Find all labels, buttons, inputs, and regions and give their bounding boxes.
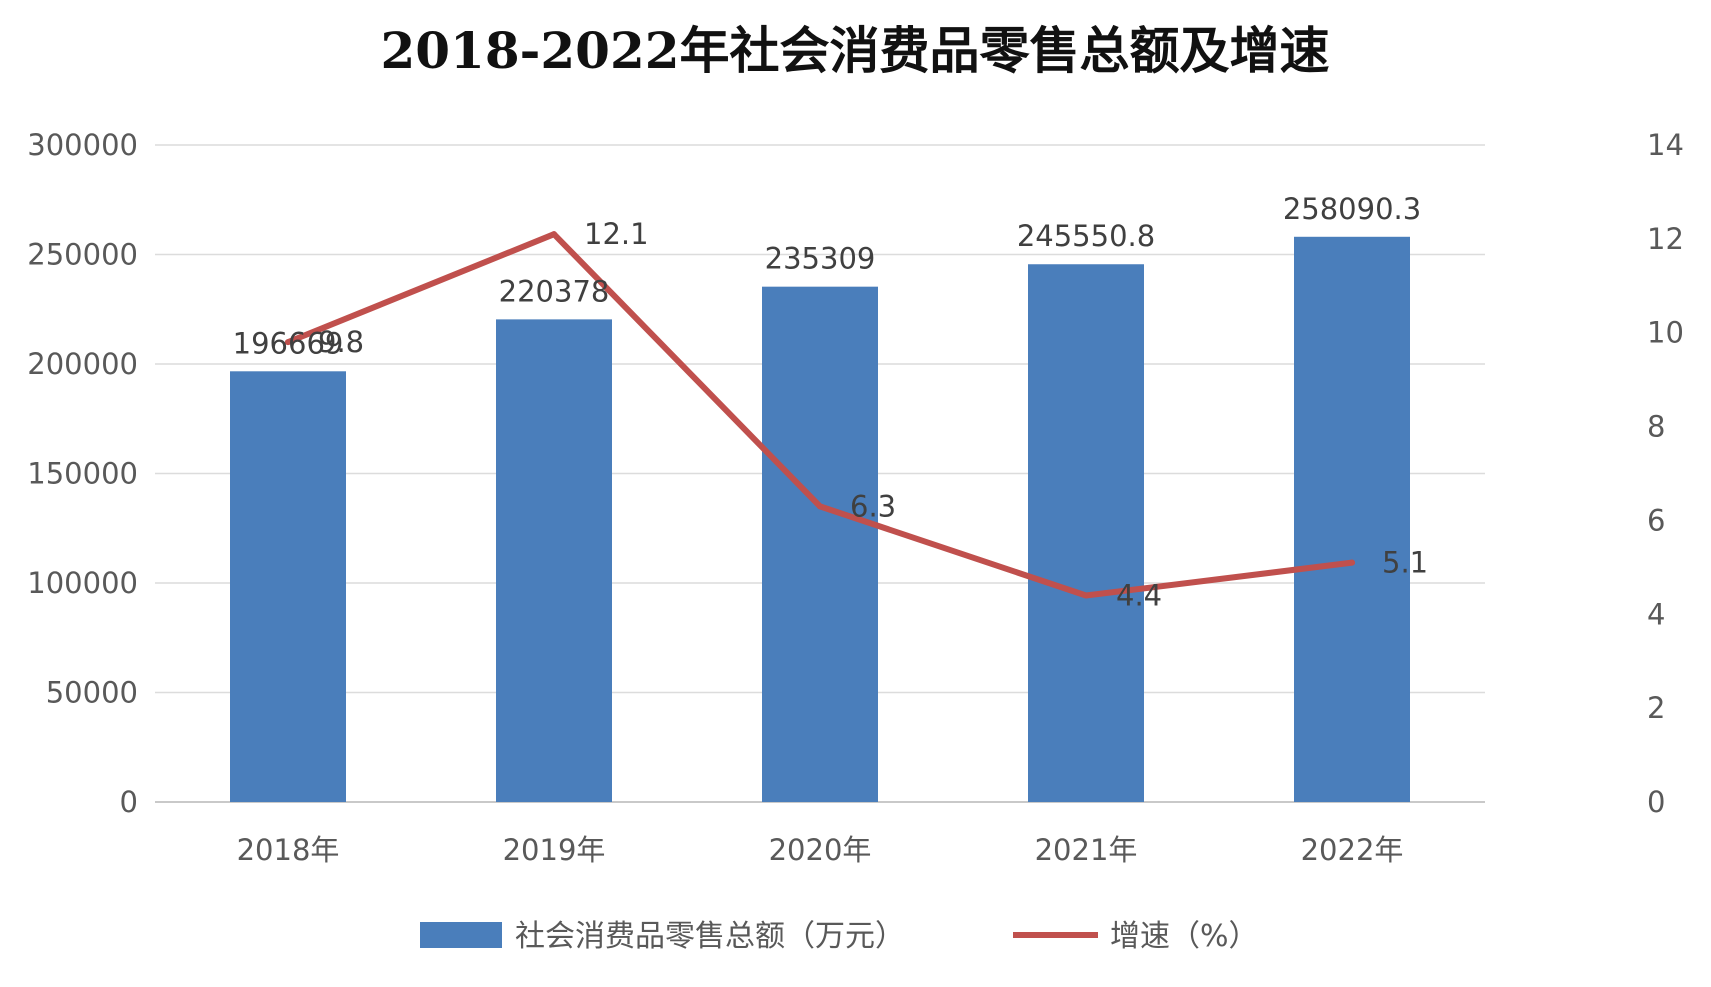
- right-axis-tick-label: 8: [1647, 410, 1665, 444]
- left-axis-tick-label: 50000: [46, 676, 138, 710]
- right-axis-tick-label: 12: [1647, 222, 1684, 256]
- left-axis-tick-label: 200000: [27, 347, 138, 381]
- line-data-label: 5.1: [1382, 546, 1428, 580]
- line-data-label: 12.1: [584, 217, 649, 251]
- line-point: [817, 503, 823, 510]
- legend-label-growth: 增速（%）: [1110, 919, 1259, 954]
- bar: [230, 371, 346, 802]
- bar: [1028, 264, 1144, 802]
- left-axis-tick-label: 300000: [27, 128, 138, 162]
- x-axis-tick-label: 2019年: [503, 833, 606, 867]
- right-axis-tick-label: 4: [1647, 597, 1665, 631]
- bar-data-label: 258090.3: [1283, 192, 1421, 226]
- left-axis-tick-label: 100000: [27, 566, 138, 600]
- bar-series: [230, 236, 1410, 803]
- right-axis-tick-label: 14: [1647, 128, 1684, 162]
- legend-label-sales: 社会消费品零售总额（万元）: [515, 919, 905, 954]
- bar-data-label: 235309: [765, 242, 876, 276]
- chart-title: 2018-2022年社会消费品零售总额及增速: [380, 21, 1329, 80]
- right-axis-tick-label: 2: [1647, 691, 1665, 725]
- line-data-label: 9.8: [318, 325, 364, 359]
- right-axis-ticks: 0 2 4 6 8 10 12 14: [1647, 128, 1684, 819]
- right-axis-tick-label: 0: [1647, 785, 1665, 819]
- left-axis-ticks: 0 50000 100000 150000 200000 250000 300000: [27, 128, 138, 819]
- x-axis-ticks: 2018年 2019年 2020年 2021年 2022年: [237, 833, 1404, 867]
- left-axis-tick-label: 0: [120, 785, 138, 819]
- x-axis-tick-label: 2018年: [237, 833, 340, 867]
- bar: [762, 286, 878, 802]
- line-point: [1083, 592, 1089, 599]
- right-axis-tick-label: 6: [1647, 503, 1665, 537]
- line-point: [551, 231, 557, 238]
- x-axis-tick-label: 2022年: [1301, 833, 1404, 867]
- line-data-labels: 9.8 12.1 6.3 4.4 5.1: [318, 217, 1428, 612]
- line-data-label: 6.3: [850, 489, 896, 523]
- line-point: [1349, 559, 1355, 566]
- bar-data-label: 196669: [233, 326, 344, 360]
- line-point: [285, 339, 291, 346]
- legend: 社会消费品零售总额（万元） 增速（%）: [420, 919, 1259, 954]
- x-axis-tick-label: 2020年: [769, 833, 872, 867]
- bar: [496, 319, 612, 802]
- bar: [1294, 236, 1410, 803]
- line-data-label: 4.4: [1116, 579, 1162, 613]
- growth-line-series: [285, 231, 1355, 599]
- right-axis-tick-label: 10: [1647, 316, 1684, 350]
- legend-swatch-sales: [420, 922, 502, 948]
- left-axis-tick-label: 250000: [27, 238, 138, 272]
- bar-data-labels: 196669 220378 235309 245550.8 258090.3: [233, 192, 1422, 361]
- left-axis-tick-label: 150000: [27, 457, 138, 491]
- bar-data-label: 220378: [499, 274, 610, 308]
- bar-data-label: 245550.8: [1017, 219, 1155, 253]
- x-axis-tick-label: 2021年: [1035, 833, 1138, 867]
